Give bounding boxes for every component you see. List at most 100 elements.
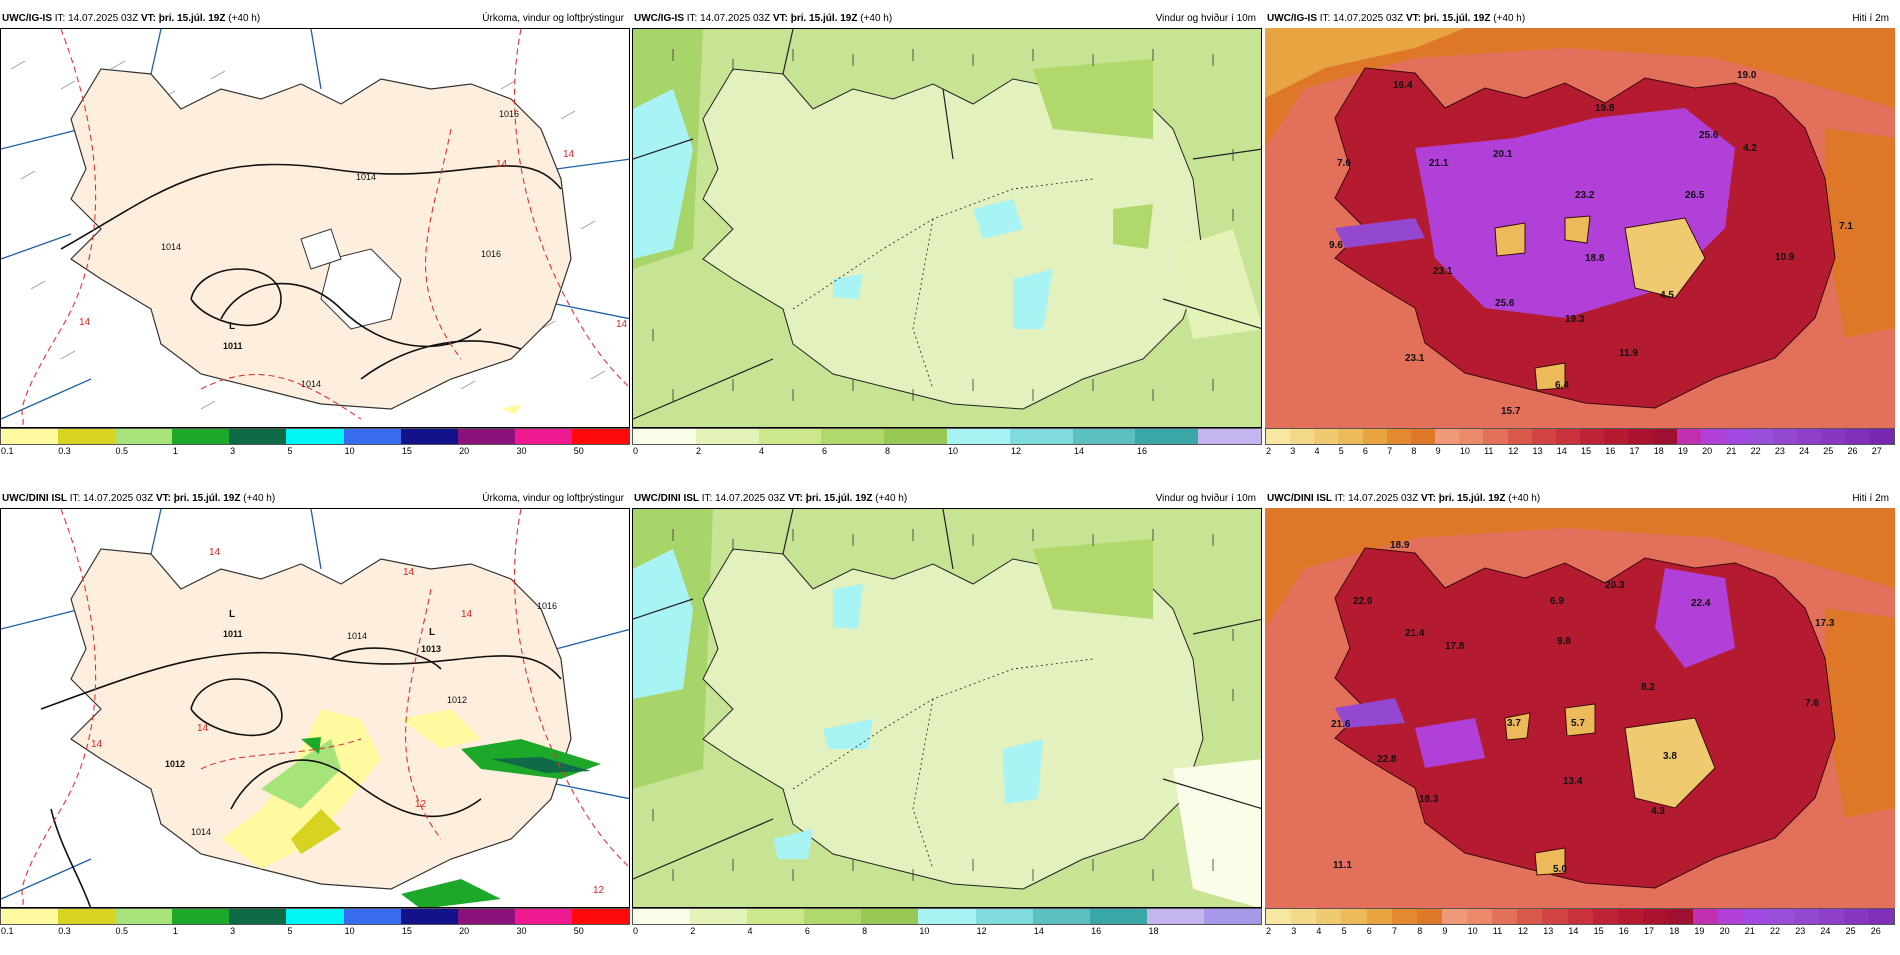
- colorbar-tick-label: 25: [1823, 446, 1834, 456]
- colorbar-tick-label: 11: [1484, 446, 1494, 456]
- colorbar-tick-label: 10: [344, 926, 355, 936]
- colorbar-swatch: [457, 429, 515, 444]
- colorbar-swatch: [1724, 429, 1750, 444]
- colorbar-swatch: [571, 909, 630, 924]
- colorbar-swatch: [1341, 909, 1367, 924]
- temperature-value: 3.8: [1663, 751, 1677, 762]
- colorbar-swatch: [1290, 429, 1315, 444]
- wind-colorbar-ticks: 0 2 4 6 8 10 12 14 16 18: [632, 926, 1262, 940]
- isobar-label: 1016: [481, 249, 502, 259]
- colorbar-swatch: [1203, 909, 1262, 924]
- colorbar-tick-label: 6: [1362, 446, 1368, 456]
- model-name: UWC/IG-IS: [634, 13, 684, 24]
- colorbar-tick-label: 6: [822, 446, 828, 456]
- colorbar-tick-label: 16: [1618, 926, 1629, 936]
- temperature-map[interactable]: 16.4 19.0 7.6 21.1 20.1 19.8 25.6 4.2 23…: [1265, 28, 1895, 428]
- temp-contour-label: 14: [616, 319, 628, 330]
- colorbar-swatch: [1773, 429, 1798, 444]
- wind-colorbar-ticks: 0 2 4 6 8 10 12 14 16: [632, 446, 1262, 460]
- colorbar-tick-label: 50: [573, 926, 584, 936]
- temperature-value: 4.5: [1660, 290, 1674, 301]
- colorbar-tick-label: 1: [172, 446, 178, 456]
- colorbar-tick-label: 0.1: [1, 926, 14, 936]
- colorbar-tick-label: 10: [1459, 446, 1470, 456]
- panel-igis-temperature: UWC/IG-IS IT: 14.07.2025 03Z VT: þri. 15…: [1265, 10, 1895, 475]
- colorbar-swatch: [1700, 429, 1725, 444]
- colorbar-tick-label: 5: [287, 926, 293, 936]
- low-pressure-marker: L: [229, 609, 236, 620]
- precip-map[interactable]: L 1011 L 1013 14 14 14 14 14 12 12 12 10…: [0, 508, 630, 908]
- colorbar-tick-label: 21: [1726, 446, 1737, 456]
- colorbar-swatch: [1435, 429, 1460, 444]
- panel-header: UWC/DINI ISL IT: 14.07.2025 03Z VT: þri.…: [0, 490, 630, 508]
- colorbar-swatch: [115, 909, 173, 924]
- colorbar-swatch: [229, 429, 287, 444]
- precip-map[interactable]: L 1011 1014 1014 1016 1014 14 14 14 14 1…: [0, 28, 630, 428]
- colorbar-tick-label: 5: [1341, 926, 1347, 936]
- isobar-label: 1014: [191, 827, 212, 837]
- colorbar-swatch: [1676, 429, 1701, 444]
- temperature-map-svg: [1265, 28, 1895, 428]
- colorbar-tick-label: 9: [1442, 926, 1448, 936]
- pressure-label: 1013: [421, 644, 442, 654]
- temperature-value: 9.8: [1557, 636, 1571, 647]
- colorbar-tick-label: 50: [573, 446, 584, 456]
- colorbar-tick-label: 11: [1492, 926, 1503, 936]
- valid-time: VT: þri. 15.júl. 19Z: [140, 13, 226, 24]
- wind-map[interactable]: [632, 28, 1262, 428]
- colorbar-swatch: [514, 909, 572, 924]
- colorbar-tick-label: 1: [172, 926, 178, 936]
- temp-contour-label: 14: [197, 723, 209, 734]
- colorbar-swatch: [1072, 429, 1136, 444]
- lead-time: (+40 h): [1508, 493, 1541, 504]
- colorbar-tick-label: 16: [1605, 446, 1616, 456]
- colorbar-tick-label: 30: [516, 926, 527, 936]
- colorbar-tick-label: 8: [885, 446, 891, 456]
- colorbar-swatch: [695, 429, 759, 444]
- temperature-map[interactable]: 18.9 22.0 6.9 20.3 22.4 17.3 21.4 17.8 9…: [1265, 508, 1895, 908]
- colorbar-swatch: [821, 429, 885, 444]
- colorbar-tick-label: 24: [1820, 926, 1831, 936]
- colorbar-swatch: [514, 429, 572, 444]
- colorbar-swatch: [1818, 909, 1844, 924]
- colorbar-swatch: [1338, 429, 1363, 444]
- temperature-value: 22.4: [1691, 598, 1711, 609]
- temperature-map-svg: [1265, 508, 1895, 908]
- temperature-value: 21.6: [1331, 719, 1351, 730]
- colorbar-tick-label: 2: [690, 926, 696, 936]
- colorbar-tick-label: 8: [1411, 446, 1417, 456]
- temperature-value: 26.5: [1685, 190, 1705, 201]
- temperature-value: 17.3: [1815, 618, 1835, 629]
- colorbar-tick-label: 7: [1387, 446, 1393, 456]
- colorbar-swatch: [1, 909, 59, 924]
- colorbar-tick-label: 22: [1750, 446, 1761, 456]
- colorbar-swatch: [1793, 909, 1819, 924]
- colorbar-tick-label: 13: [1532, 446, 1543, 456]
- temperature-value: 25.6: [1699, 130, 1719, 141]
- panel-dini-wind: UWC/DINI ISL IT: 14.07.2025 03Z VT: þri.…: [632, 490, 1262, 955]
- colorbar-swatch: [1198, 429, 1261, 444]
- panel-title: Hiti í 2m: [1852, 493, 1889, 504]
- wind-map[interactable]: [632, 508, 1262, 908]
- colorbar-tick-label: 6: [1366, 926, 1372, 936]
- temperature-value: 6.4: [1555, 380, 1569, 391]
- wind-map-svg: [633, 509, 1261, 907]
- colorbar-tick-label: 16: [1091, 926, 1102, 936]
- panel-title: Úrkoma, vindur og loftþrýstingur: [482, 493, 624, 504]
- valid-time: VT: þri. 15.júl. 19Z: [1405, 13, 1491, 24]
- low-pressure-marker: L: [229, 321, 236, 332]
- colorbar-swatch: [1517, 909, 1543, 924]
- colorbar-tick-label: 14: [1568, 926, 1579, 936]
- colorbar-tick-label: 21: [1744, 926, 1755, 936]
- temperature-value: 23.1: [1405, 353, 1425, 364]
- temperature-value: 23.1: [1433, 266, 1453, 277]
- colorbar-tick-label: 8: [1417, 926, 1423, 936]
- colorbar-tick-label: 12: [976, 926, 987, 936]
- isobar-label: 1014: [301, 379, 322, 389]
- colorbar-tick-label: 4: [747, 926, 753, 936]
- colorbar-swatch: [571, 429, 630, 444]
- colorbar-swatch: [1580, 429, 1605, 444]
- colorbar-swatch: [1291, 909, 1317, 924]
- colorbar-swatch: [1507, 429, 1532, 444]
- pressure-label: 1011: [223, 341, 243, 351]
